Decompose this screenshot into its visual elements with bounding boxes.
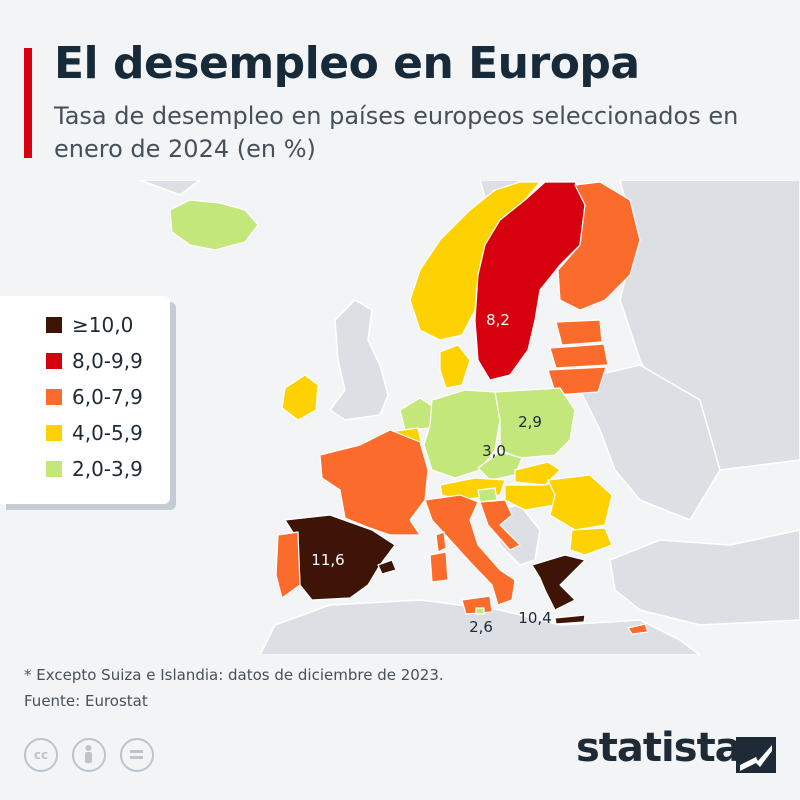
legend-item: ≥10,0 [46,310,133,340]
creative-commons-icon[interactable]: cc [24,738,58,772]
statista-logo[interactable]: statista [576,725,742,771]
uk [328,299,389,421]
iceland [169,199,259,251]
statista-logo-icon [736,737,776,773]
slovakia [514,461,561,486]
label-malta: 2,6 [469,618,493,636]
legend-label: 6,0-7,9 [72,385,143,409]
turkey [609,529,800,626]
north-africa [259,599,702,655]
attribution-icon[interactable] [72,738,106,772]
france [319,429,429,536]
cyprus [627,623,649,635]
malta [475,607,485,615]
no-derivatives-icon[interactable] [120,738,154,772]
label-greece: 10,4 [518,609,551,627]
legend-swatch [46,389,62,405]
legend-item: 2,0-3,9 [46,454,143,484]
czechia [477,451,523,481]
sardinia [429,551,449,583]
page-title: El desempleo en Europa [54,38,640,89]
sweden [474,181,586,381]
legend-swatch [46,353,62,369]
footnote: * Excepto Suiza e Islandia: datos de dic… [24,666,444,684]
legend-swatch [46,461,62,477]
lithuania [547,366,607,396]
estonia [555,319,603,346]
greenland-edge [139,180,202,196]
legend-item: 4,0-5,9 [46,418,143,448]
person-glyph [85,745,92,763]
legend-label: 4,0-5,9 [72,421,143,445]
page-subtitle: Tasa de desempleo en países europeos sel… [54,102,739,163]
croatia [479,499,521,551]
legend-label: ≥10,0 [72,313,134,337]
ukraine-belarus [573,364,721,521]
slovenia [477,487,498,503]
europe-map: 11,6 8,2 2,9 3,0 10,4 2,6 [0,180,800,655]
greece [531,554,586,611]
legend-item: 6,0-7,9 [46,382,143,412]
legend-swatch [46,425,62,441]
bulgaria [569,527,613,556]
latvia [549,343,609,369]
legend-swatch [46,317,62,333]
denmark [439,344,471,389]
ireland [281,374,319,421]
italy [424,494,516,606]
finland [557,181,641,311]
label-germany: 3,0 [482,442,506,460]
crete [554,614,586,625]
legend-label: 8,0-9,9 [72,349,143,373]
source-line: Fuente: Eurostat [24,692,148,710]
label-sweden: 8,2 [486,311,510,329]
legend-item: 8,0-9,9 [46,346,143,376]
balearic [377,559,397,575]
portugal [275,531,301,599]
equals-glyph [130,750,143,759]
title-accent-bar [24,48,32,158]
corsica [435,531,447,553]
poland [494,387,576,459]
legend-label: 2,0-3,9 [72,457,143,481]
map-legend: ≥10,0 8,0-9,9 6,0-7,9 4,0-5,9 2,0-3,9 [0,296,170,504]
label-spain: 11,6 [311,551,344,569]
label-poland: 2,9 [518,413,542,431]
romania [547,474,613,531]
